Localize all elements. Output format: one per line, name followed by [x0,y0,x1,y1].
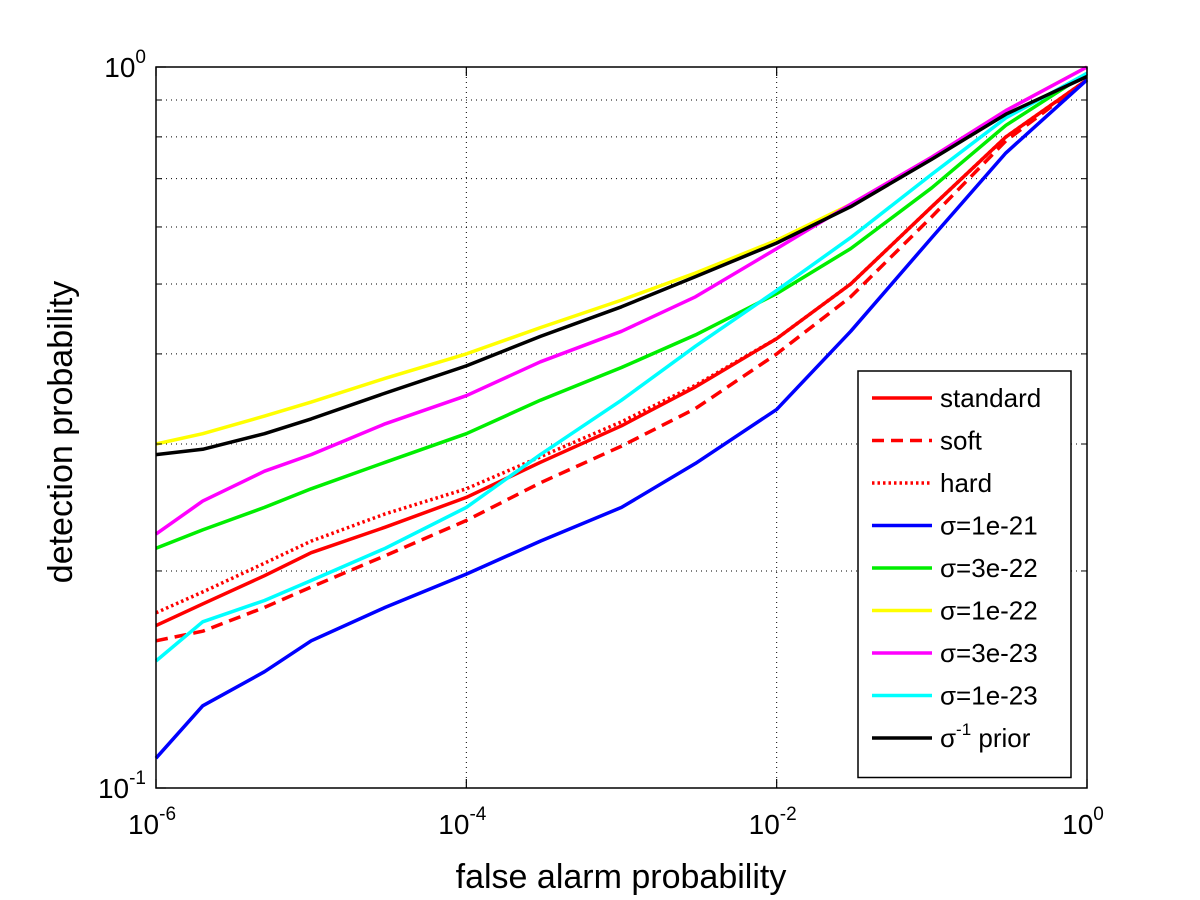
y-tick-label: 10-1 [98,768,146,804]
y-axis-label: detection probability [42,281,80,583]
series-line-sigma-1e-23 [154,71,1088,663]
series-line-soft [155,78,1089,643]
legend-entry: σ=3e-23 [940,638,1038,668]
x-tick-label: 10-6 [128,804,176,840]
legend-entry: soft [940,426,983,456]
series-layer [154,65,1089,760]
series-line-sigma-1e-21 [154,78,1089,760]
legend-entry: standard [940,383,1041,413]
y-tick-label: 100 [104,47,146,83]
x-axis-label: false alarm probability [456,858,787,896]
legend-entry: σ=1e-23 [940,681,1038,711]
plot-frame [155,66,1088,789]
legend: standard soft hard σ=1e-21 σ=3e-22 σ=1e-22 σ=3… [857,370,1072,779]
series-line-sigma-3e-23 [154,65,1088,536]
series-line-hard [155,78,1089,615]
legend-entry: σ-1 prior [940,720,1031,753]
legend-entry: σ=1e-21 [940,511,1038,541]
x-tick-label: 10-4 [438,804,486,840]
series-line-sigma-3e-22 [155,71,1088,550]
axis-ticks: 10-6 10-4 10-2 100 10-1 100 [98,47,1104,840]
series-line-sigma-1-prior [155,74,1088,457]
legend-entry: σ=3e-22 [940,553,1038,583]
legend-entry: σ=1e-22 [940,596,1038,626]
x-tick-label: 10-2 [749,804,797,840]
legend-entry: hard [940,468,992,498]
x-tick-label: 100 [1062,804,1104,840]
